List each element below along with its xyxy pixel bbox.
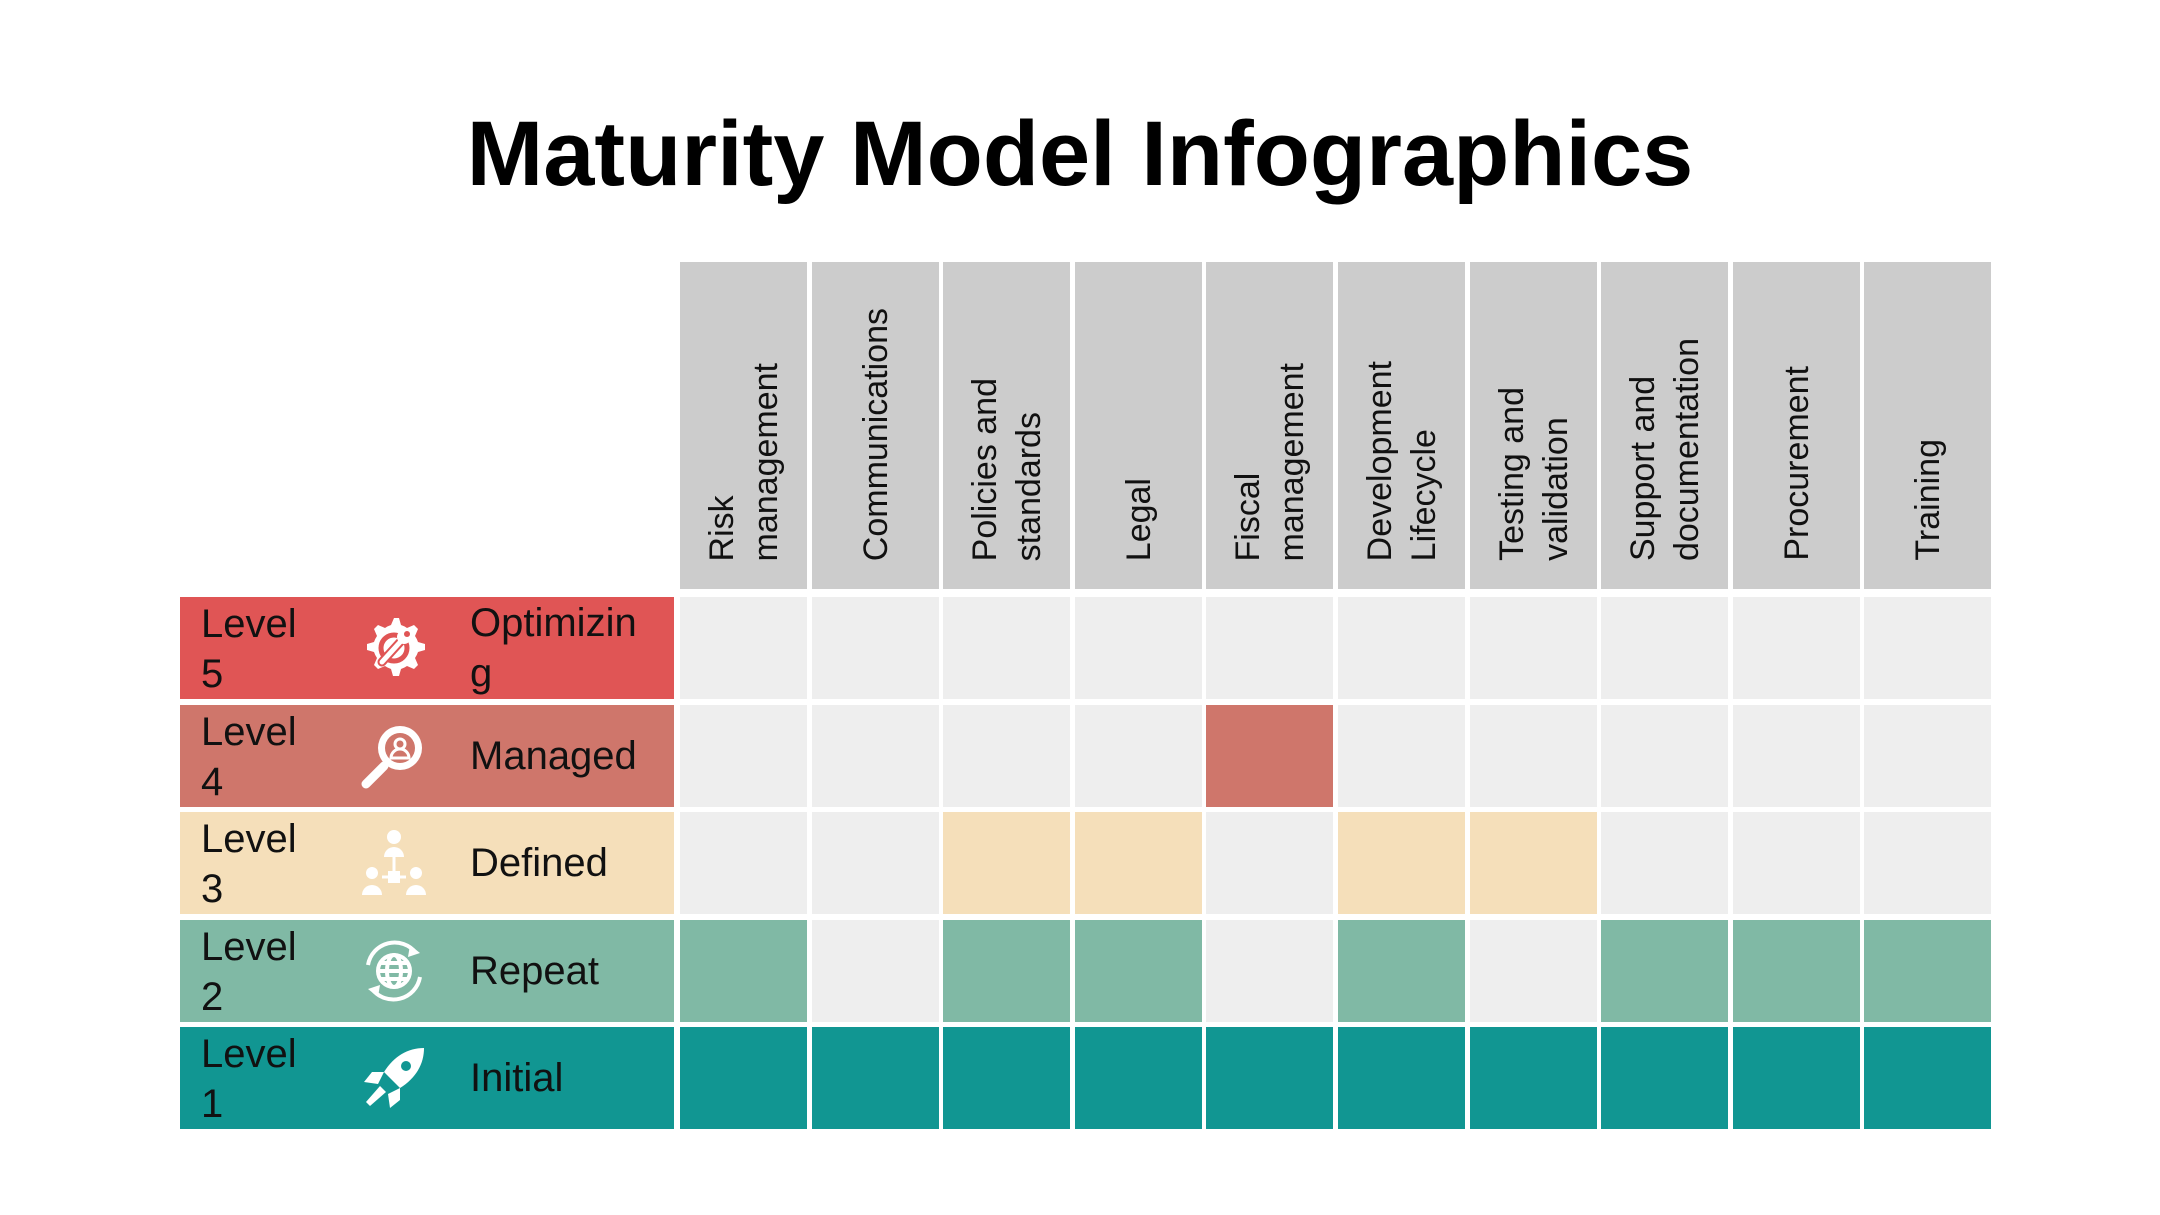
filled-cell [943,1027,1070,1129]
team-hierarchy-icon [358,827,430,899]
empty-cell [1338,597,1465,699]
filled-cell [1338,920,1465,1022]
filled-cell [943,812,1070,914]
empty-cell [812,705,939,807]
filled-cell [1470,812,1597,914]
column-header: Risk management [680,262,807,589]
column-header-label: Policies and standards [965,377,1048,561]
empty-cell [680,812,807,914]
filled-cell [1601,1027,1728,1129]
filled-cell [1601,920,1728,1022]
column-header-label: Communications [856,307,895,561]
empty-cell [1075,597,1202,699]
filled-cell [1206,705,1333,807]
filled-cell [812,1027,939,1129]
level-row-label: Level 1 Initial [180,1027,674,1129]
filled-cell [1470,1027,1597,1129]
filled-cell [1864,1027,1991,1129]
level-name: Managed [470,734,637,778]
level-number: Level 1 [201,1032,297,1126]
empty-cell [1470,920,1597,1022]
empty-cell [943,597,1070,699]
filled-cell [680,920,807,1022]
level-number: Level 3 [201,817,297,911]
empty-cell [1733,597,1860,699]
level-row-label: Level 4 Managed [180,705,674,807]
level-number: Level 5 [201,602,297,696]
filled-cell [1733,1027,1860,1129]
column-header: Procurement [1733,262,1860,589]
filled-cell [680,1027,807,1129]
column-header: Fiscal management [1206,262,1333,589]
empty-cell [1864,705,1991,807]
filled-cell [1338,1027,1465,1129]
filled-cell [1075,812,1202,914]
magnifier-user-icon [358,720,430,792]
empty-cell [943,705,1070,807]
column-header: Communications [812,262,939,589]
level-row-label: Level 5 Optimizin g [180,597,674,699]
level-name: Optimizin g [470,601,637,695]
column-header-label: Training [1908,439,1947,561]
column-header: Training [1864,262,1991,589]
empty-cell [1733,705,1860,807]
rocket-icon [358,1042,430,1114]
empty-cell [1470,597,1597,699]
empty-cell [1206,597,1333,699]
level-number: Level 4 [201,710,297,804]
column-header: Legal [1075,262,1202,589]
column-header-label: Legal [1119,477,1158,561]
level-number: Level 2 [201,925,297,1019]
column-header: Development Lifecycle [1338,262,1465,589]
column-header-label: Support and documentation [1623,337,1706,561]
column-header-label: Testing and validation [1492,387,1575,561]
column-header: Policies and standards [943,262,1070,589]
empty-cell [1470,705,1597,807]
column-header-label: Risk management [702,362,785,561]
empty-cell [1601,705,1728,807]
filled-cell [1075,1027,1202,1129]
empty-cell [1338,705,1465,807]
gear-wrench-icon [358,612,430,684]
empty-cell [1601,597,1728,699]
empty-cell [812,812,939,914]
empty-cell [1075,705,1202,807]
empty-cell [1864,597,1991,699]
page-title: Maturity Model Infographics [466,103,1694,205]
column-header-label: Procurement [1777,366,1816,561]
column-header-label: Fiscal management [1228,362,1311,561]
filled-cell [1733,920,1860,1022]
empty-cell [1733,812,1860,914]
level-row-label: Level 3 Defined [180,812,674,914]
globe-cycle-icon [358,935,430,1007]
filled-cell [1864,920,1991,1022]
level-row-label: Level 2 Repeat [180,920,674,1022]
filled-cell [1075,920,1202,1022]
empty-cell [680,705,807,807]
filled-cell [1206,1027,1333,1129]
empty-cell [680,597,807,699]
empty-cell [1601,812,1728,914]
level-name: Initial [470,1056,564,1100]
filled-cell [1338,812,1465,914]
level-name: Defined [470,841,608,885]
level-name: Repeat [470,949,599,993]
empty-cell [1864,812,1991,914]
filled-cell [943,920,1070,1022]
column-header-label: Development Lifecycle [1360,360,1443,561]
empty-cell [1206,812,1333,914]
empty-cell [1206,920,1333,1022]
empty-cell [812,920,939,1022]
column-header: Support and documentation [1601,262,1728,589]
column-header: Testing and validation [1470,262,1597,589]
empty-cell [812,597,939,699]
